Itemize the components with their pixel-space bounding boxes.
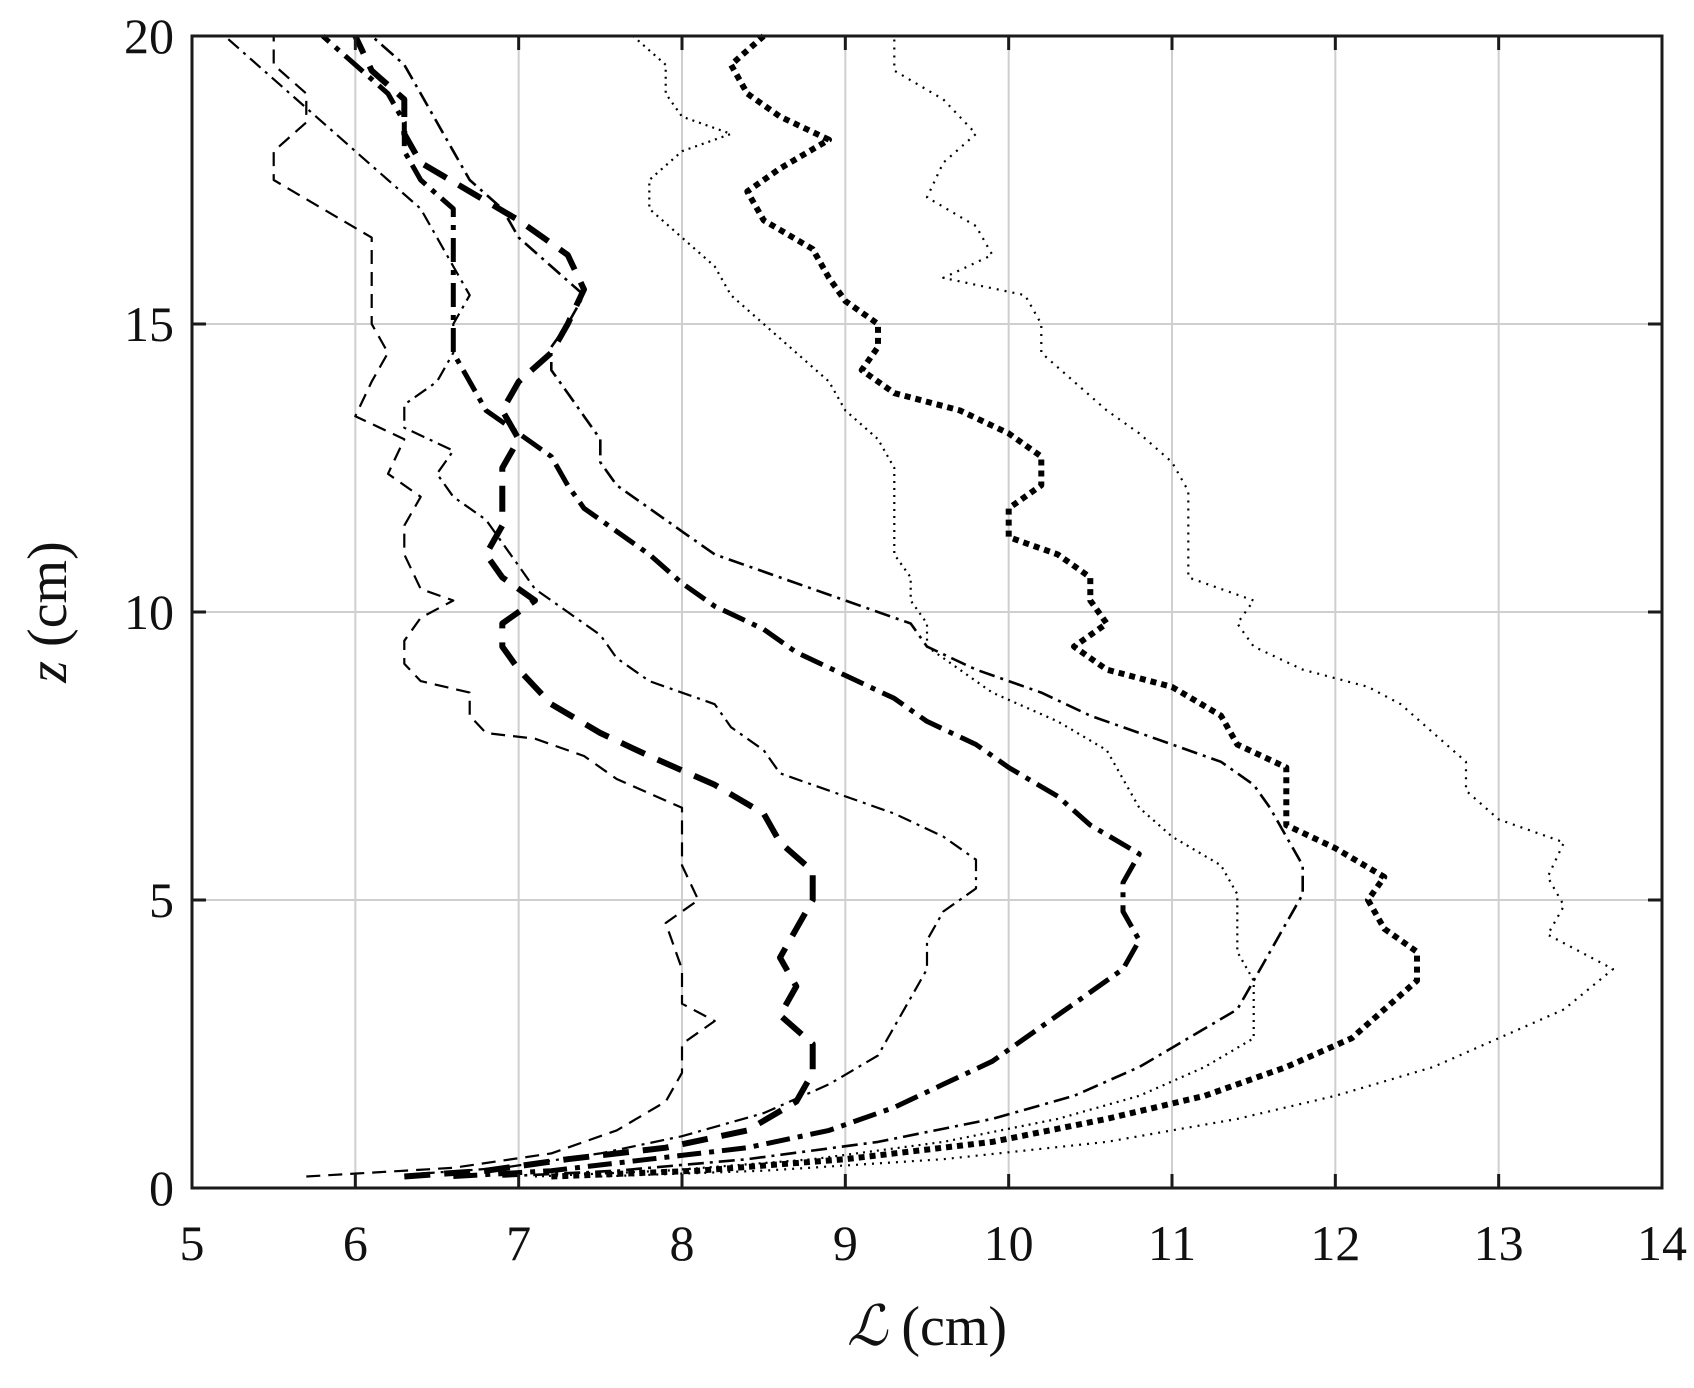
y-tick-label: 20 bbox=[124, 8, 174, 64]
y-axis-label: z (cm) bbox=[17, 541, 79, 684]
series-line-8-thin-dotted-sparse bbox=[600, 36, 1615, 1178]
series-line-1-thin-dashed bbox=[272, 36, 716, 1178]
ticks bbox=[190, 34, 1664, 1190]
x-axis-symbol: ℒ bbox=[847, 1296, 889, 1358]
x-axis-unit: (cm) bbox=[887, 1296, 1007, 1358]
y-tick-label: 0 bbox=[149, 1160, 174, 1216]
series-line-7-thick-dotted bbox=[551, 33, 1420, 1180]
x-tick-label: 13 bbox=[1474, 1215, 1524, 1271]
x-tick-label: 9 bbox=[833, 1215, 858, 1271]
series-line-5-medium-dashdot bbox=[370, 35, 1304, 1178]
x-tick-label: 5 bbox=[180, 1215, 205, 1271]
grid bbox=[192, 36, 1662, 1188]
series-group bbox=[223, 33, 1615, 1180]
x-tick-labels: 5 6 7 8 9 10 11 12 13 14 bbox=[180, 1215, 1688, 1271]
y-tick-label: 15 bbox=[124, 296, 174, 352]
y-tick-labels: 0 5 10 15 20 bbox=[124, 8, 174, 1216]
x-tick-label: 7 bbox=[506, 1215, 531, 1271]
x-tick-label: 11 bbox=[1148, 1215, 1196, 1271]
y-tick-label: 5 bbox=[149, 872, 174, 928]
x-tick-label: 10 bbox=[984, 1215, 1034, 1271]
y-axis-symbol: z bbox=[17, 661, 79, 684]
x-tick-label: 6 bbox=[343, 1215, 368, 1271]
x-tick-label: 12 bbox=[1310, 1215, 1360, 1271]
series-line-3-thin-dashdot bbox=[223, 35, 978, 1175]
y-axis-unit: (cm) bbox=[17, 541, 79, 661]
x-tick-label: 8 bbox=[670, 1215, 695, 1271]
series-line-6-thin-dotted bbox=[534, 35, 1255, 1178]
series-line-2-thick-dashed bbox=[352, 34, 816, 1180]
series-line-4-thick-dashdot bbox=[321, 34, 1142, 1179]
x-tick-label: 14 bbox=[1637, 1215, 1687, 1271]
x-axis-label: ℒ (cm) bbox=[847, 1296, 1007, 1358]
y-tick-label: 10 bbox=[124, 584, 174, 640]
